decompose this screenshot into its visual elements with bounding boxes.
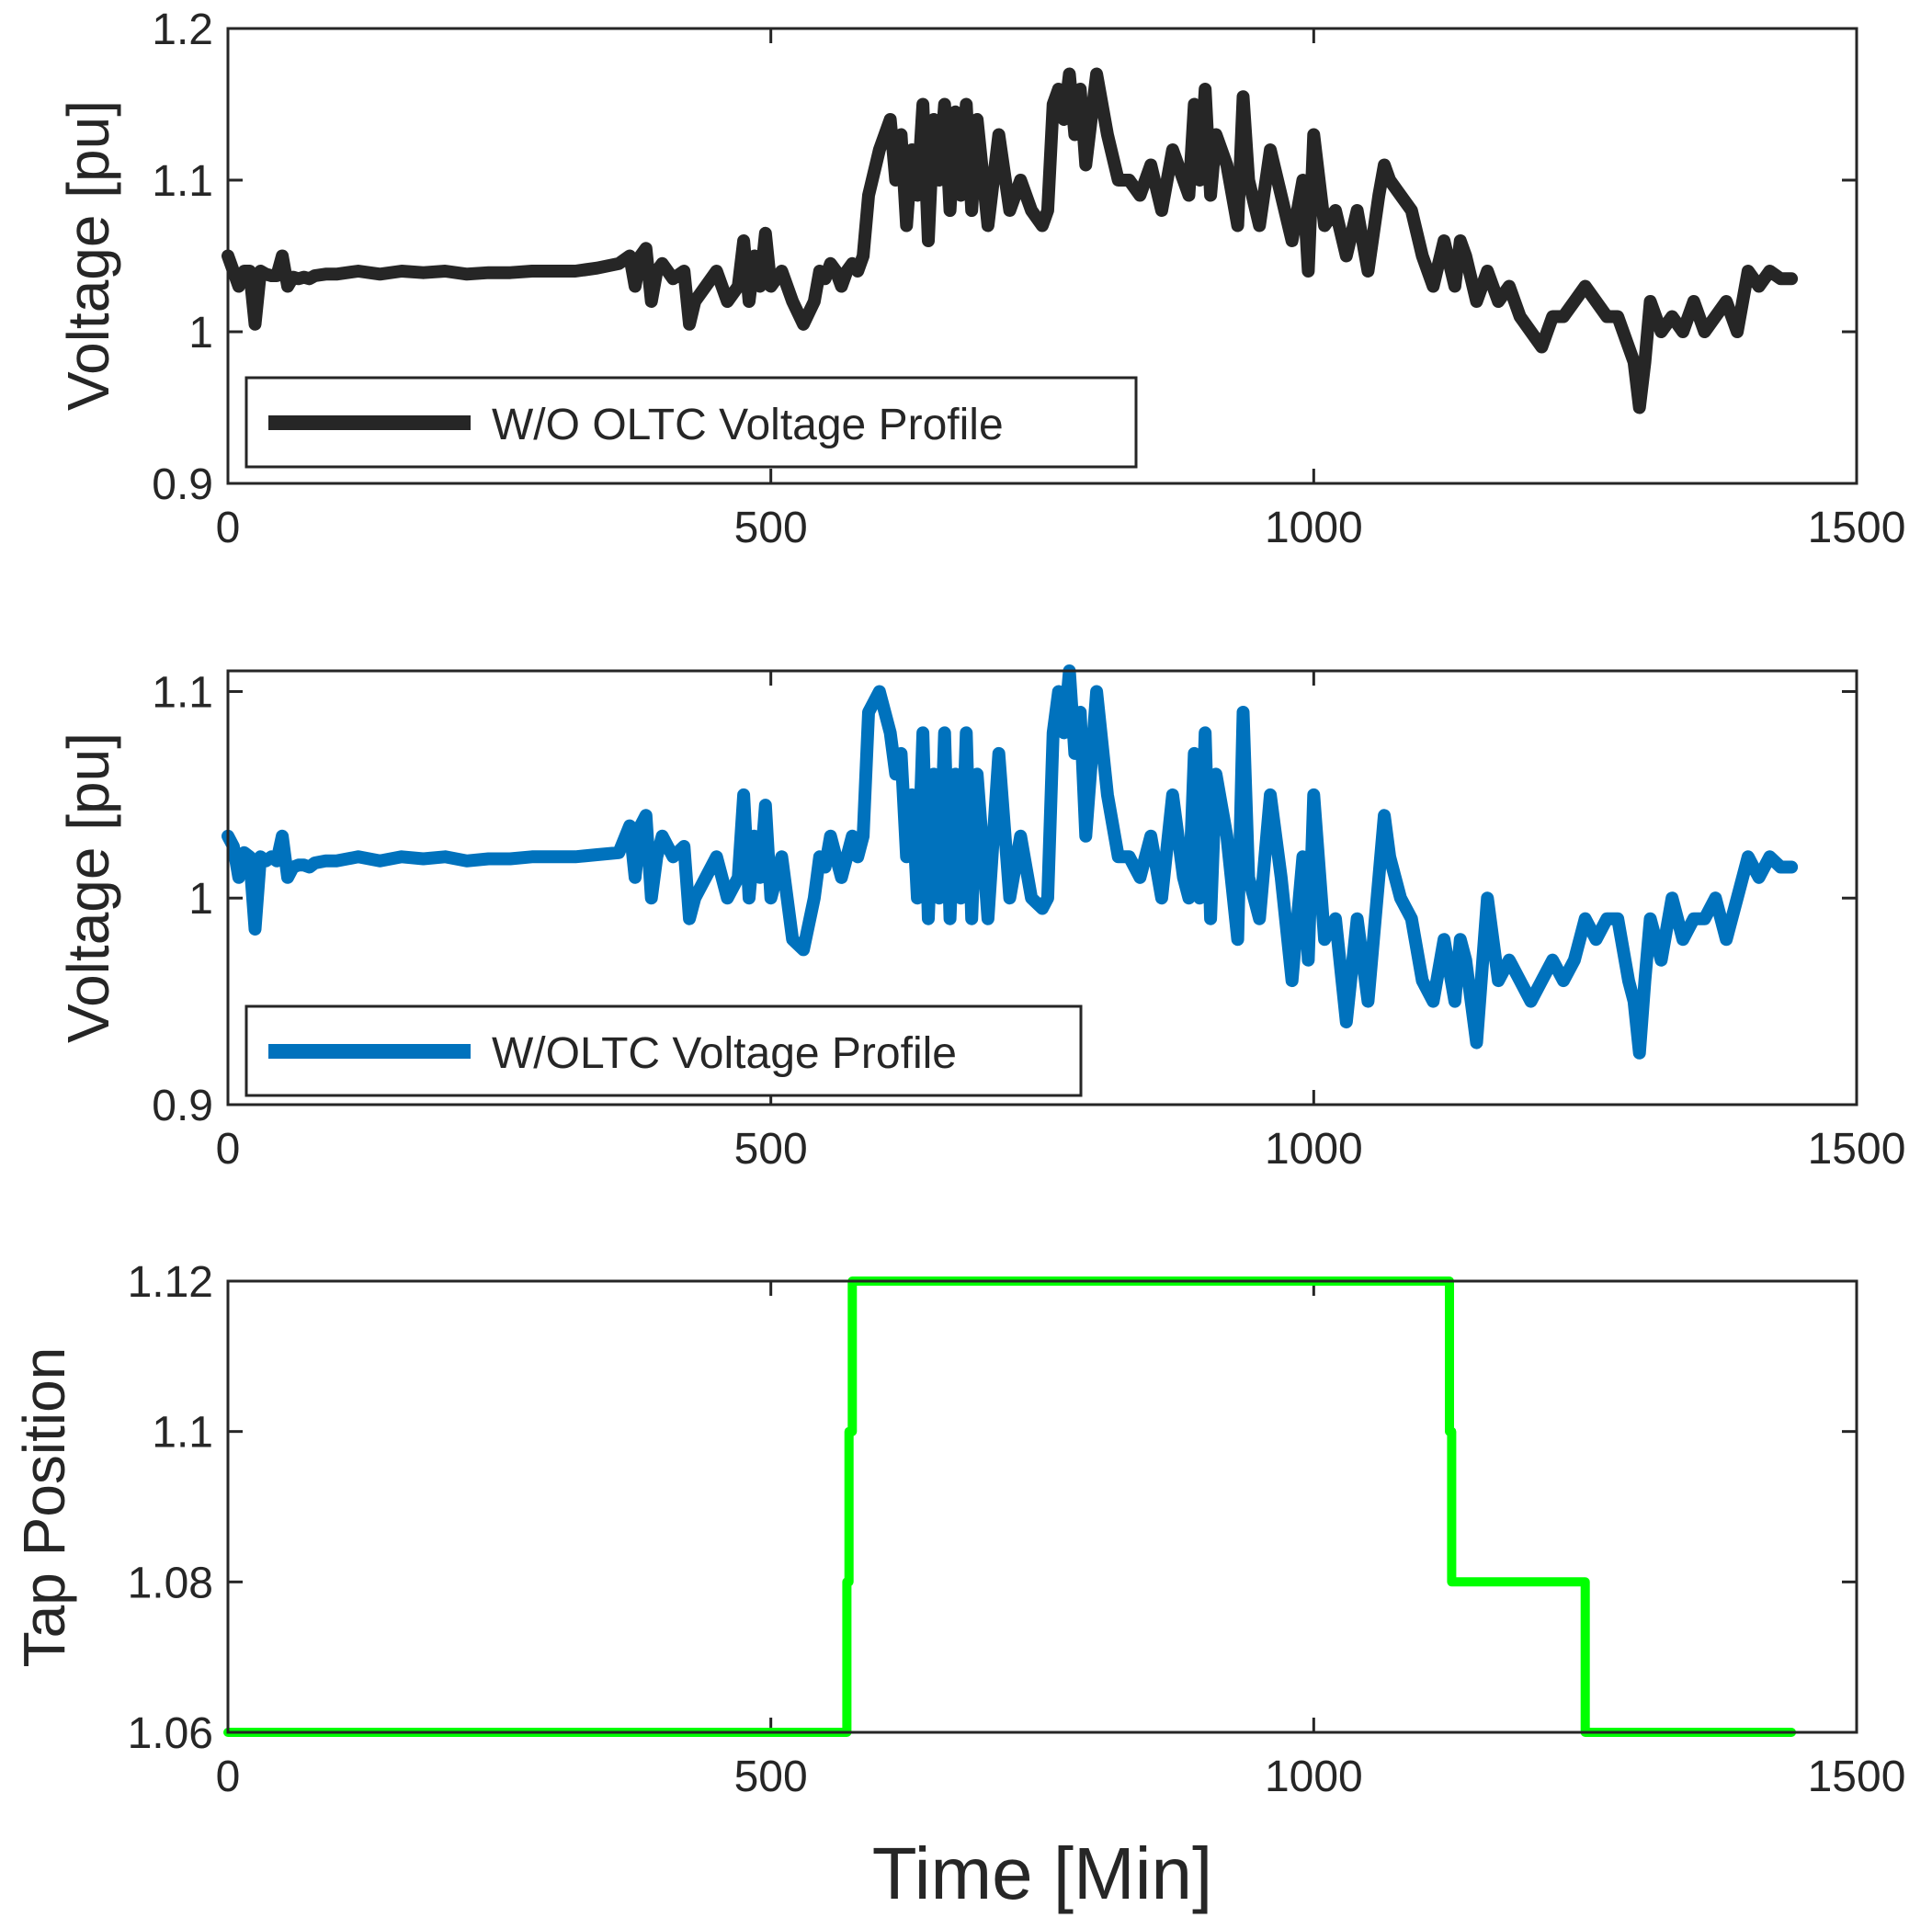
- top-axes-box: [226, 27, 1858, 485]
- top-y-tick-label: 1.2: [152, 6, 213, 54]
- bottom-x-tick-label: 500: [734, 1753, 808, 1801]
- middle-series-line-0: [222, 664, 1799, 1060]
- middle-x-tick-label: 1000: [1265, 1125, 1363, 1174]
- top-y-tick-label: 1.1: [152, 157, 213, 206]
- top-y-tick-label: 1: [188, 309, 213, 357]
- top-tick-labels: 0 500 1000 1500 0.9 1 1.1 1.2: [152, 6, 1905, 552]
- middle-tick-labels: 0 500 1000 1500 0.9 1 1.1: [152, 668, 1905, 1174]
- middle-x-tick-label: 0: [216, 1125, 241, 1174]
- middle-axes-box: [226, 669, 1858, 1106]
- top-x-tick-label: 500: [734, 504, 808, 552]
- bottom-y-tick-label: 1.08: [128, 1559, 213, 1607]
- top-x-tick-label: 1000: [1265, 504, 1363, 552]
- middle-y-tick-label: 1: [188, 875, 213, 924]
- middle-legend-label: W/OLTC Voltage Profile: [492, 1029, 957, 1078]
- top-legend-label: W/O OLTC Voltage Profile: [492, 401, 1004, 449]
- middle-panel: 0 500 1000 1500 0.9 1 1.1 Voltage [pu] W/OLTC …: [55, 664, 1905, 1174]
- top-series-layer: [222, 67, 1799, 414]
- bottom-y-tick-label: 1.06: [128, 1709, 213, 1758]
- top-legend: W/O OLTC Voltage Profile: [244, 376, 1138, 469]
- middle-x-tick-label: 500: [734, 1125, 808, 1174]
- bottom-y-axis-title: Tap Position: [11, 1347, 77, 1668]
- bottom-y-tick-label: 1.1: [152, 1409, 213, 1458]
- top-x-tick-label: 1500: [1808, 504, 1906, 552]
- middle-x-tick-label: 1500: [1808, 1125, 1906, 1174]
- bottom-y-tick-label: 1.12: [128, 1258, 213, 1307]
- bottom-axes-box: [226, 1279, 1858, 1734]
- top-panel: 0 500 1000 1500 0.9 1 1.1 1.2 Voltage [pu] W/O …: [55, 6, 1905, 552]
- middle-y-tick-label: 1.1: [152, 668, 213, 717]
- middle-y-tick-label: 0.9: [152, 1082, 213, 1130]
- bottom-x-tick-label: 1500: [1808, 1753, 1906, 1801]
- x-axis-title: Time [Min]: [872, 1833, 1212, 1914]
- middle-series-layer: [222, 664, 1799, 1060]
- bottom-x-tick-label: 1000: [1265, 1753, 1363, 1801]
- top-series-line-0: [222, 67, 1799, 414]
- middle-legend: W/OLTC Voltage Profile: [244, 1004, 1083, 1097]
- top-y-axis-title: Voltage [pu]: [55, 100, 121, 411]
- top-y-tick-label: 0.9: [152, 460, 213, 509]
- bottom-plot-area: [228, 1281, 1857, 1732]
- bottom-panel: 0 500 1000 1500 1.06 1.08 1.1 1.12 Tap Position…: [11, 1258, 1905, 1914]
- bottom-x-tick-label: 0: [216, 1753, 241, 1801]
- middle-y-axis-title: Voltage [pu]: [55, 732, 121, 1043]
- top-x-tick-label: 0: [216, 504, 241, 552]
- bottom-tick-labels: 0 500 1000 1500 1.06 1.08 1.1 1.12: [128, 1258, 1906, 1801]
